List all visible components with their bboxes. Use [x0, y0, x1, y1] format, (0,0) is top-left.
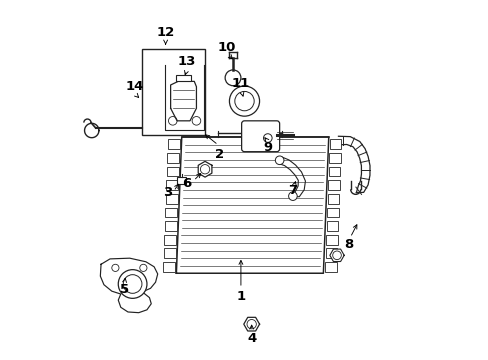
Bar	[142, 49, 204, 135]
Polygon shape	[198, 161, 211, 177]
Circle shape	[263, 134, 271, 142]
Bar	[167, 153, 179, 163]
Text: 10: 10	[217, 41, 235, 54]
Circle shape	[118, 270, 147, 298]
Text: 7: 7	[288, 184, 297, 197]
Polygon shape	[329, 249, 344, 261]
Bar	[329, 139, 341, 149]
Polygon shape	[244, 317, 259, 331]
Polygon shape	[176, 137, 328, 273]
Bar	[163, 262, 175, 272]
Circle shape	[224, 70, 241, 86]
Circle shape	[288, 192, 297, 201]
Bar	[327, 194, 339, 204]
Circle shape	[229, 86, 259, 116]
Bar	[164, 235, 176, 245]
Text: 11: 11	[231, 77, 249, 90]
Polygon shape	[170, 81, 196, 121]
Bar	[329, 153, 340, 163]
Circle shape	[112, 264, 119, 271]
Bar	[165, 208, 177, 217]
Text: 9: 9	[263, 141, 272, 154]
Text: 8: 8	[343, 238, 352, 251]
Circle shape	[275, 156, 284, 165]
Circle shape	[234, 91, 254, 111]
Circle shape	[192, 117, 201, 125]
Text: 3: 3	[163, 186, 172, 199]
Circle shape	[140, 264, 147, 271]
Bar	[165, 194, 178, 204]
Bar	[325, 235, 337, 245]
Circle shape	[168, 117, 177, 125]
Bar	[327, 180, 339, 190]
Text: 13: 13	[178, 55, 196, 68]
Polygon shape	[100, 258, 158, 313]
Circle shape	[332, 251, 341, 260]
Bar	[325, 248, 336, 258]
Text: 4: 4	[246, 332, 256, 345]
Circle shape	[246, 319, 256, 329]
Bar	[326, 208, 338, 217]
Text: 1: 1	[236, 290, 245, 303]
Bar	[164, 221, 177, 231]
Bar	[166, 180, 178, 190]
Bar	[326, 221, 338, 231]
Bar	[163, 248, 175, 258]
Circle shape	[200, 165, 209, 174]
Bar	[328, 167, 340, 176]
FancyBboxPatch shape	[177, 177, 186, 184]
Bar	[166, 167, 179, 176]
Text: 6: 6	[182, 177, 191, 190]
Bar	[325, 262, 336, 272]
Text: 14: 14	[126, 80, 144, 93]
Text: 12: 12	[156, 27, 174, 40]
Text: 5: 5	[120, 283, 129, 296]
Bar	[175, 75, 191, 81]
Circle shape	[123, 275, 142, 293]
Text: 2: 2	[214, 148, 224, 161]
Bar	[167, 139, 180, 149]
FancyBboxPatch shape	[241, 121, 279, 152]
